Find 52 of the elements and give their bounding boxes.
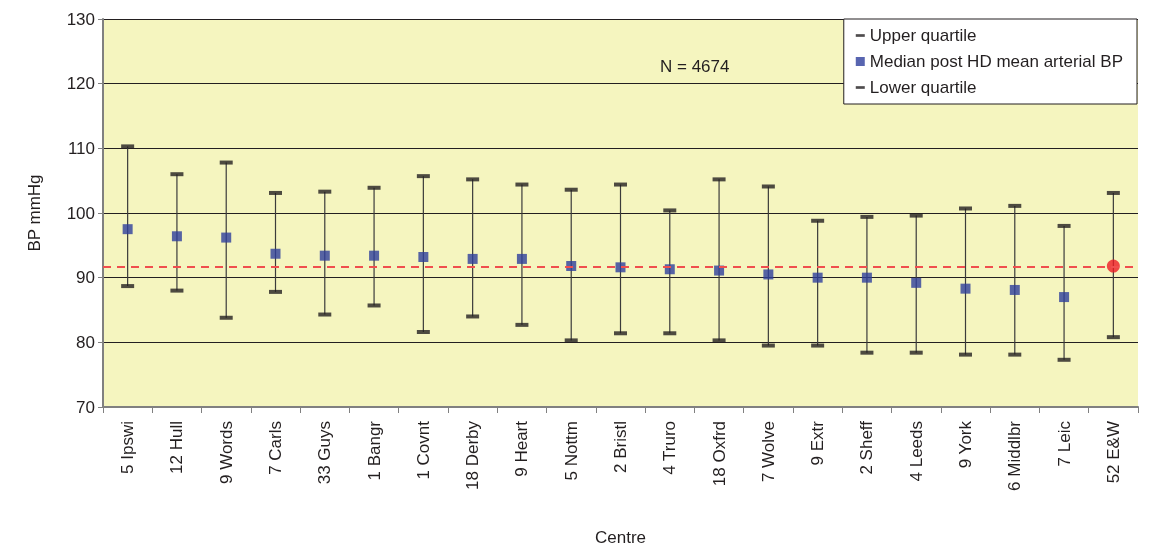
- x-tick-label: 5 Nottm: [561, 421, 581, 481]
- x-tick-label: 9 Extr: [808, 420, 828, 466]
- point: [270, 248, 281, 259]
- point: [615, 262, 626, 273]
- x-tick-label: 9 Words: [216, 421, 236, 484]
- x-tick-label: 1 Bangr: [364, 420, 384, 481]
- point: [960, 283, 971, 294]
- point: [812, 272, 823, 283]
- x-tick-label: 33 Guys: [315, 421, 335, 485]
- point: [171, 231, 182, 242]
- y-axis-title: BP mmHg: [25, 174, 44, 252]
- point: [763, 269, 774, 280]
- legend-label: Lower quartile: [869, 78, 977, 97]
- y-tick-label: 100: [66, 203, 95, 223]
- point: [714, 265, 725, 276]
- point: [1009, 284, 1020, 295]
- y-tick-label: 90: [76, 268, 95, 288]
- y-tick-label: 110: [67, 138, 95, 158]
- x-tick-label: 7 Leic: [1054, 420, 1074, 467]
- point: [221, 232, 232, 243]
- x-tick-label: 4 Leeds: [906, 421, 926, 482]
- y-tick-label: 70: [76, 397, 95, 417]
- point: [516, 253, 527, 264]
- y-tick-label: 120: [66, 74, 95, 94]
- x-tick-label: 7 Carls: [266, 421, 285, 475]
- x-tick-label: 5 Ipswi: [118, 421, 138, 474]
- point: [861, 272, 872, 283]
- point: [467, 253, 478, 264]
- point: [122, 224, 133, 235]
- point: [418, 251, 429, 262]
- x-tick-label: 12 Hull: [167, 421, 187, 474]
- point: [1059, 292, 1070, 303]
- x-tick-label: 7 Wolve: [758, 421, 778, 483]
- x-tick-label: 2 Bristl: [611, 421, 630, 473]
- x-tick-label: 2 Sheff: [857, 420, 877, 475]
- x-tick-label: 9 York: [956, 420, 975, 469]
- x-tick-label: 9 Heart: [512, 420, 532, 477]
- x-axis-title: Centre: [594, 528, 647, 547]
- point: [319, 250, 330, 261]
- legend-label: Upper quartile: [869, 26, 977, 45]
- legend-label: Median post HD mean arterial BP: [869, 52, 1124, 71]
- x-tick-label: 1 Covnt: [413, 420, 433, 480]
- x-tick-label: 4 Truro: [660, 421, 680, 475]
- point: [911, 277, 922, 288]
- x-tick-label: 6 Middlbr: [1005, 420, 1025, 491]
- x-tick-label: 18 Derby: [463, 420, 483, 490]
- annotation: N = 4674: [660, 57, 730, 76]
- x-tick-label: 18 Oxfrd: [709, 421, 729, 487]
- point: [369, 250, 380, 261]
- y-tick-label: 80: [76, 332, 95, 352]
- x-tick-label: 52 E&W: [1103, 421, 1123, 484]
- y-tick-label: 130: [66, 9, 95, 29]
